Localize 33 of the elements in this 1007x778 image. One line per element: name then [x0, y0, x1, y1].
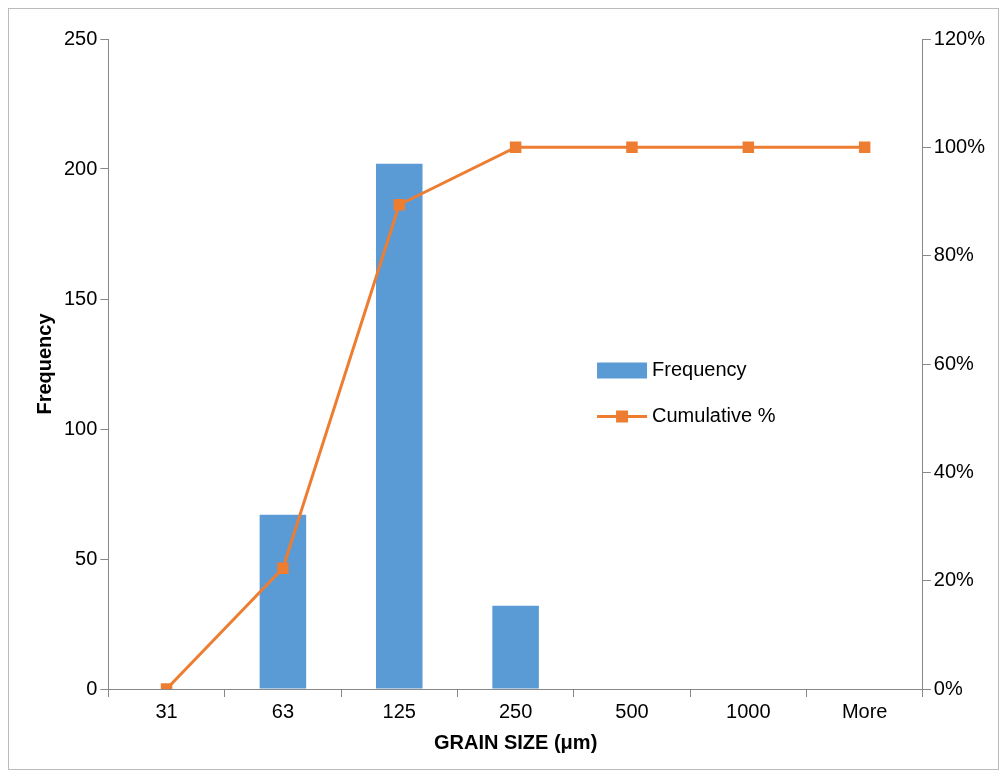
y2-tick-label: 120%	[933, 26, 986, 49]
y-tick-label: 150	[63, 286, 98, 309]
x-tick-label: 125	[382, 699, 416, 722]
y-tick-label: 0	[86, 676, 98, 699]
point	[393, 199, 405, 211]
y2-tick-label: 80%	[933, 243, 975, 266]
point	[858, 141, 871, 154]
y-tick-label: 200	[63, 156, 98, 179]
point	[626, 141, 638, 154]
point	[277, 562, 289, 574]
y-axis-title: Frequency	[32, 312, 55, 415]
point	[742, 141, 755, 154]
y2-tick-label: 20%	[933, 568, 975, 591]
y2-tick-label: 100%	[933, 134, 986, 157]
x-tick-label: 31	[155, 699, 178, 722]
bar	[375, 163, 423, 689]
x-axis-title: GRAIN SIZE (μm)	[433, 730, 598, 753]
y2-tick-label: 0%	[933, 676, 963, 699]
y2-tick-label: 40%	[933, 459, 975, 482]
x-tick-label: 500	[615, 699, 649, 722]
x-tick-label: 63	[271, 699, 295, 722]
legend-label: Frequency	[652, 358, 747, 381]
bar	[492, 605, 539, 689]
y-tick-label: 50	[75, 546, 98, 569]
x-tick-label: 1000	[726, 699, 771, 722]
y-tick-label: 250	[63, 26, 98, 49]
y-tick-label: 100	[63, 416, 98, 439]
y2-tick-label: 60%	[933, 351, 975, 374]
bar	[259, 514, 307, 689]
x-tick-label: More	[841, 699, 888, 722]
x-tick-label: 250	[498, 699, 533, 722]
point	[509, 141, 522, 154]
legend-label: Cumulative %	[652, 404, 776, 427]
